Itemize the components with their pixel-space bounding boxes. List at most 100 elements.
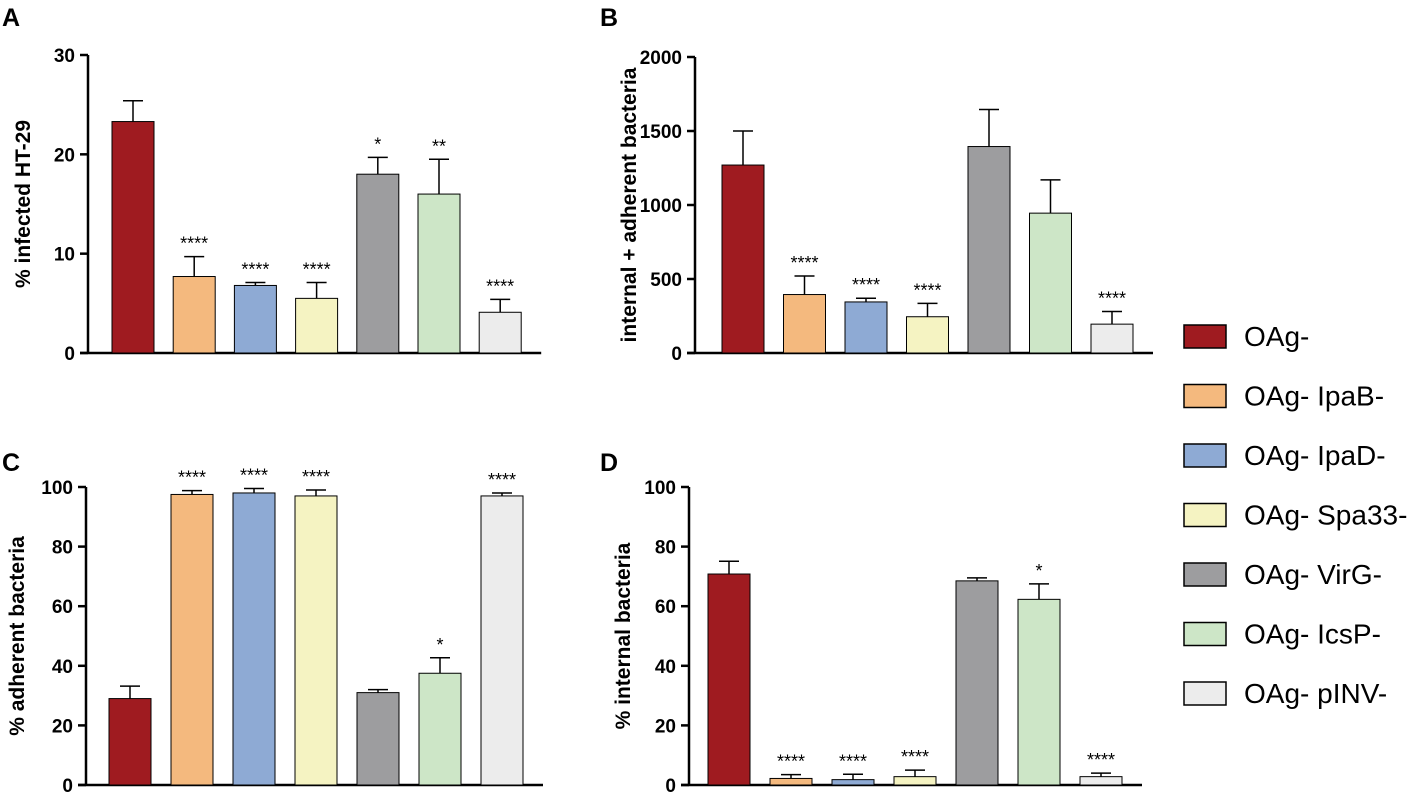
y-axis-label: internal + adherent bacteria [618, 67, 641, 342]
y-tick-label: 0 [665, 776, 676, 793]
y-tick-label: 1000 [640, 196, 682, 217]
bar-oag-ipab [769, 777, 813, 786]
bar-oag-spa33 [893, 776, 937, 786]
bar-oag [721, 164, 765, 354]
bar-oag-spa33 [294, 495, 338, 786]
legend-swatch [1183, 383, 1227, 409]
bar-oag-ipad [232, 492, 276, 786]
legend-item: OAg- IcsP- [1183, 619, 1381, 650]
panel-letter: A [2, 4, 20, 32]
bar-oag-virg [356, 692, 400, 786]
bar-oag-ipab [170, 493, 214, 786]
legend-item: OAg- IpaB- [1183, 381, 1384, 412]
legend-label: OAg- pINV- [1244, 678, 1387, 709]
panel-letter: D [600, 449, 618, 477]
legend-swatch [1183, 502, 1227, 528]
y-tick-label: 40 [655, 657, 676, 678]
y-tick-label: 100 [644, 478, 676, 499]
y-tick-label: 40 [52, 657, 73, 678]
bar-oag-pinv [1079, 776, 1123, 786]
legend-label: OAg- IcsP- [1244, 619, 1381, 650]
significance-label: **** [178, 468, 206, 488]
y-tick-label: 60 [655, 597, 676, 618]
significance-label: **** [241, 259, 269, 279]
y-tick-label: 80 [52, 538, 73, 559]
significance-label: **** [913, 280, 941, 300]
legend-label: OAg- IpaB- [1244, 381, 1384, 412]
legend-swatch [1183, 562, 1227, 587]
y-tick-label: 1500 [640, 122, 682, 143]
y-tick-label: 20 [52, 716, 73, 737]
bar-oag-ipad [233, 284, 277, 354]
legend-swatch [1183, 681, 1227, 706]
legend-item: OAg- IpaD- [1183, 440, 1386, 471]
bar-oag-icsp [417, 193, 461, 354]
bar-oag-virg [955, 580, 999, 786]
y-tick-label: 20 [54, 145, 75, 166]
significance-label: ** [432, 136, 446, 156]
y-tick-label: 100 [41, 478, 73, 499]
significance-label: **** [790, 253, 818, 273]
significance-label: **** [302, 467, 330, 487]
significance-label: **** [488, 470, 516, 490]
bar-oag-virg [967, 146, 1011, 354]
significance-label: **** [240, 465, 268, 485]
y-axis-label: % infected HT-29 [12, 120, 35, 288]
bar-oag-spa33 [295, 297, 339, 354]
significance-label: **** [1087, 750, 1115, 770]
bar-oag-ipad [831, 779, 875, 786]
bar-oag-pinv [478, 311, 522, 354]
legend-swatch [1183, 324, 1227, 349]
bar-oag-icsp [1017, 598, 1061, 786]
bar-oag-icsp [1029, 212, 1072, 354]
significance-label: * [374, 134, 381, 154]
significance-label: * [436, 635, 443, 655]
bar-oag-ipab [783, 294, 826, 354]
y-tick-label: 30 [54, 46, 75, 67]
legend-item: OAg- Spa33- [1183, 500, 1407, 531]
bar-oag-pinv [480, 495, 524, 786]
significance-label: **** [839, 751, 867, 771]
y-tick-label: 500 [650, 270, 682, 291]
y-axis-label: % adherent bacteria [6, 536, 29, 736]
bar-oag-icsp [418, 672, 462, 786]
y-tick-label: 20 [655, 716, 676, 737]
panel-letter: C [2, 449, 20, 477]
y-tick-label: 0 [62, 776, 73, 793]
bar-oag-virg [356, 173, 400, 354]
y-tick-label: 2000 [640, 48, 682, 69]
significance-label: * [1035, 561, 1042, 581]
significance-label: **** [486, 276, 514, 296]
y-tick-label: 0 [64, 344, 75, 365]
legend-item: OAg- [1183, 321, 1309, 352]
significance-label: **** [180, 234, 208, 254]
significance-label: **** [852, 275, 880, 295]
significance-label: **** [303, 259, 331, 279]
bar-oag [108, 698, 152, 786]
bar-oag-pinv [1090, 323, 1134, 354]
bar-oag-ipad [844, 301, 888, 354]
legend: OAg- OAg- IpaB- OAg- IpaD- OAg- Spa33- OAg- … [1183, 321, 1407, 709]
legend-item: OAg- VirG- [1183, 559, 1382, 590]
bar-oag-spa33 [906, 316, 949, 354]
bar-oag-ipab [172, 276, 216, 354]
legend-label: OAg- Spa33- [1244, 500, 1407, 531]
legend-swatch [1183, 443, 1227, 468]
bar-oag [707, 573, 751, 786]
legend-item: OAg- pINV- [1183, 678, 1387, 709]
legend-label: OAg- VirG- [1244, 559, 1382, 590]
significance-label: **** [901, 747, 929, 767]
bar-oag [111, 121, 155, 354]
legend-label: OAg- IpaD- [1244, 440, 1386, 471]
significance-label: **** [777, 752, 805, 772]
legend-swatch [1183, 621, 1227, 647]
y-tick-label: 60 [52, 597, 73, 618]
panel-letter: B [600, 4, 618, 32]
y-tick-label: 0 [671, 344, 682, 365]
